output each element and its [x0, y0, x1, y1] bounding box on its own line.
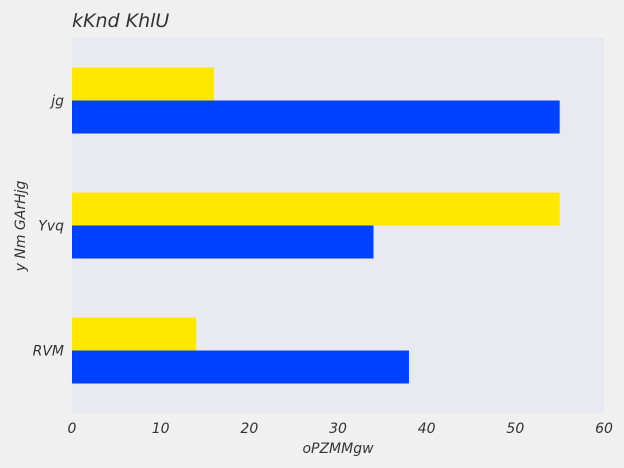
x-axis-label: oPZMMgw [302, 441, 374, 457]
bar-RVM-series-1 [72, 350, 409, 384]
y-tick-label: Yvq [38, 219, 64, 235]
bar-Yvq-series-2 [72, 192, 560, 226]
x-tick-label: 30 [329, 421, 347, 437]
y-tick-label: jg [49, 94, 64, 110]
bars-group [72, 67, 560, 384]
y-axis-label: y Nm GArHjg [13, 180, 29, 272]
x-tick-label: 20 [240, 421, 258, 437]
x-tick-label: 60 [595, 421, 613, 437]
bar-RVM-series-2 [72, 317, 197, 351]
y-tick-label: RVM [33, 344, 64, 360]
bar-jg-series-1 [72, 100, 560, 134]
y-tick-labels: RVM Yvq jg [33, 94, 64, 360]
bar-jg-series-2 [72, 67, 214, 101]
bar-Yvq-series-1 [72, 225, 374, 259]
x-tick-label: 40 [418, 421, 436, 437]
x-tick-label: 50 [506, 421, 524, 437]
x-tick-label: 0 [68, 421, 77, 437]
chart-title: kKnd KhlU [72, 10, 169, 32]
x-tick-label: 10 [152, 421, 170, 437]
x-tick-labels: 0 10 20 30 40 50 60 [68, 421, 613, 437]
